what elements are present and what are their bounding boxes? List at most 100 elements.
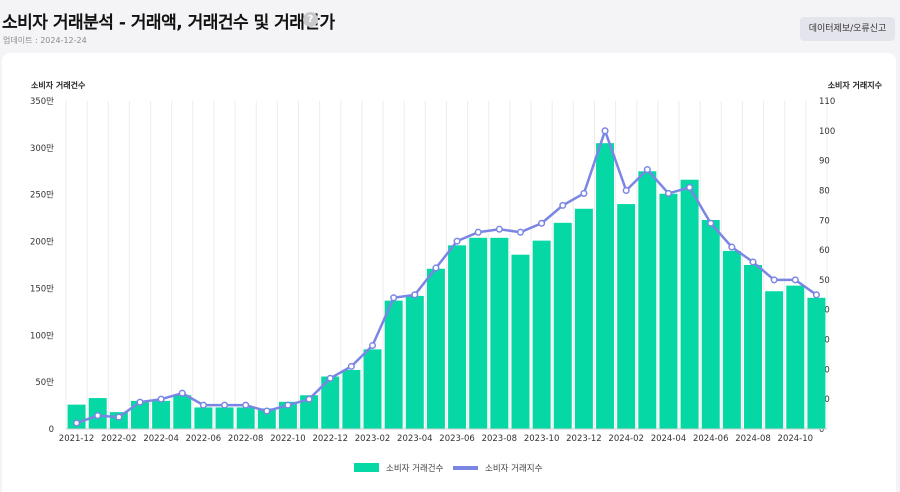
line-point (601, 127, 609, 135)
line-point (242, 401, 250, 409)
y-tick-label-right: 70 (819, 216, 830, 226)
y-tick-label-right: 110 (819, 97, 835, 107)
x-tick-label: 2021-12 (59, 434, 95, 444)
bar (553, 222, 572, 429)
bar (152, 400, 171, 429)
bar (448, 245, 467, 429)
line-point (390, 294, 398, 302)
x-tick-label: 2022-12 (312, 434, 348, 444)
bar (574, 208, 593, 429)
line-point (284, 401, 292, 409)
combo-chart: 소비자 거래건수 소비자 거래지수050만100만150만200만250만300만… (30, 80, 883, 474)
bar (363, 349, 382, 429)
y-tick-label-right: 80 (819, 186, 830, 196)
y-tick-label-left: 350만 (30, 97, 54, 107)
bar (659, 193, 678, 429)
line-point (115, 413, 123, 421)
x-tick-label: 2024-02 (608, 434, 644, 444)
bar (722, 250, 741, 429)
legend-bar-swatch (354, 463, 379, 472)
y-tick-label-right: 100 (819, 127, 835, 137)
x-tick-label: 2024-10 (778, 434, 814, 444)
line-point (73, 419, 81, 427)
x-tick-label: 2022-02 (101, 434, 137, 444)
x-tick-label: 2024-06 (693, 434, 729, 444)
y-tick-label-left: 150만 (30, 284, 54, 294)
line-point (157, 395, 165, 403)
x-tick-label: 2023-12 (566, 434, 602, 444)
bar (278, 401, 297, 429)
line-series (76, 129, 818, 425)
y-tick-label-left: 100만 (30, 331, 54, 341)
line-point (707, 219, 715, 227)
x-tick-label: 2023-04 (397, 434, 433, 444)
x-tick-label: 2022-08 (228, 434, 264, 444)
bar (596, 143, 615, 429)
x-tick-label: 2022-04 (143, 434, 179, 444)
bar (469, 237, 488, 429)
bar (701, 220, 720, 429)
y-tick-label-right: 90 (819, 157, 830, 167)
line-point (770, 276, 778, 284)
bar (744, 265, 762, 429)
line-point (263, 407, 271, 415)
bar (194, 407, 213, 429)
line-point (199, 401, 207, 409)
line-point (791, 276, 799, 284)
line-point (326, 374, 334, 382)
y-tick-label-left: 250만 (30, 191, 54, 201)
x-tick-label: 2023-06 (439, 434, 475, 444)
line-point (432, 264, 440, 272)
y-tick-label-left: 50만 (35, 378, 54, 388)
bar (680, 179, 699, 429)
line-point (812, 291, 820, 299)
line-point (368, 341, 377, 350)
bar (321, 376, 340, 429)
x-tick-label: 2023-02 (355, 434, 391, 444)
bar (236, 407, 255, 429)
line-point (686, 183, 694, 192)
x-tick-label: 2022-06 (186, 434, 222, 444)
line-point (453, 237, 461, 245)
bar (617, 204, 636, 429)
line-point (305, 395, 313, 403)
x-tick-label: 2024-04 (651, 434, 687, 444)
line-point (347, 362, 355, 370)
bar (807, 297, 826, 429)
line-point (538, 219, 546, 227)
line-point (728, 243, 736, 251)
report-error-button[interactable]: 데이터제보/오류신고 (800, 17, 895, 41)
line-point (178, 389, 186, 397)
bar (173, 395, 192, 429)
line-point (474, 228, 482, 236)
updated-date: 업데이트 : 2024-12-24 (3, 36, 87, 45)
line-point (136, 398, 144, 406)
bar (384, 300, 403, 429)
line-point (411, 291, 419, 299)
bar (765, 291, 784, 429)
x-tick-label: 2022-10 (270, 434, 306, 444)
bar (405, 295, 424, 429)
page-title: 소비자 거래분석 - 거래액, 거래건수 및 거래단가 (2, 13, 335, 33)
bar (490, 237, 509, 429)
line-point (559, 201, 567, 209)
line-point (643, 166, 651, 174)
x-tick-label: 2023-10 (524, 434, 560, 444)
y-tick-label-left: 300만 (30, 144, 54, 154)
bar (131, 400, 149, 429)
line-point (580, 189, 588, 197)
y-axis-right-title: 소비자 거래지수 (828, 80, 883, 90)
line-point (622, 186, 630, 195)
chart-card: 소비자 거래건수 소비자 거래지수 0 50만 100만 150만 200만 250만 300만… (2, 53, 896, 492)
help-icon[interactable]: ? (303, 12, 318, 27)
bar (786, 285, 805, 429)
line-point (664, 189, 673, 197)
bar (67, 404, 86, 429)
x-tick-label: 2024-08 (735, 434, 771, 444)
y-axis-left-title: 소비자 거래건수 (31, 80, 86, 90)
bar (300, 395, 319, 429)
bar (257, 408, 276, 429)
y-tick-label-right: 60 (819, 246, 830, 256)
bar (215, 407, 234, 429)
bar (638, 171, 657, 429)
